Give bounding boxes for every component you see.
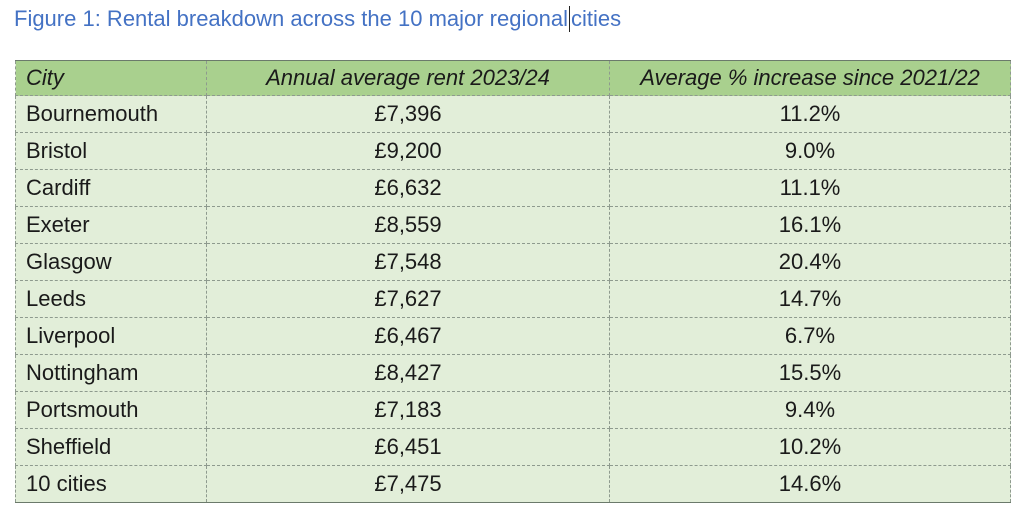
increase-cell: 9.4% (609, 391, 1011, 429)
rent-cell: £7,627 (206, 280, 610, 318)
caption-text: Figure 1: Rental breakdown across the 10… (14, 6, 568, 31)
city-cell: Glasgow (15, 243, 207, 281)
table-row: Exeter £8,559 16.1% (15, 206, 1011, 244)
rent-cell: £6,632 (206, 169, 610, 207)
city-cell: Bristol (15, 132, 207, 170)
table-row: Liverpool £6,467 6.7% (15, 317, 1011, 355)
city-cell: Sheffield (15, 428, 207, 466)
city-cell: Portsmouth (15, 391, 207, 429)
city-cell: Exeter (15, 206, 207, 244)
table-row: Leeds £7,627 14.7% (15, 280, 1011, 318)
rent-cell: £7,475 (206, 465, 610, 503)
city-cell: Liverpool (15, 317, 207, 355)
rent-cell: £8,559 (206, 206, 610, 244)
rent-cell: £6,467 (206, 317, 610, 355)
city-cell: Bournemouth (15, 95, 207, 133)
text-cursor (568, 6, 570, 32)
rent-cell: £7,548 (206, 243, 610, 281)
increase-cell: 6.7% (609, 317, 1011, 355)
city-cell: Cardiff (15, 169, 207, 207)
rent-cell: £8,427 (206, 354, 610, 392)
city-cell: 10 cities (15, 465, 207, 503)
caption-text-end: cities (570, 6, 622, 31)
rent-cell: £7,396 (206, 95, 610, 133)
increase-cell: 20.4% (609, 243, 1011, 281)
table-row: Nottingham £8,427 15.5% (15, 354, 1011, 392)
rental-table: City Annual average rent 2023/24 Average… (15, 60, 1011, 503)
header-increase: Average % increase since 2021/22 (609, 60, 1011, 96)
rent-cell: £6,451 (206, 428, 610, 466)
table-row: Cardiff £6,632 11.1% (15, 169, 1011, 207)
increase-cell: 11.1% (609, 169, 1011, 207)
increase-cell: 14.7% (609, 280, 1011, 318)
city-cell: Nottingham (15, 354, 207, 392)
increase-cell: 11.2% (609, 95, 1011, 133)
table-header-row: City Annual average rent 2023/24 Average… (15, 60, 1011, 96)
header-city: City (15, 60, 207, 96)
rent-cell: £7,183 (206, 391, 610, 429)
increase-cell: 16.1% (609, 206, 1011, 244)
table-row: Portsmouth £7,183 9.4% (15, 391, 1011, 429)
increase-cell: 9.0% (609, 132, 1011, 170)
table-row: Bristol £9,200 9.0% (15, 132, 1011, 170)
table-row-total: 10 cities £7,475 14.6% (15, 465, 1011, 503)
increase-cell: 15.5% (609, 354, 1011, 392)
table-row: Glasgow £7,548 20.4% (15, 243, 1011, 281)
figure-caption: Figure 1: Rental breakdown across the 10… (14, 6, 621, 32)
rent-cell: £9,200 (206, 132, 610, 170)
increase-cell: 14.6% (609, 465, 1011, 503)
increase-cell: 10.2% (609, 428, 1011, 466)
table-row: Bournemouth £7,396 11.2% (15, 95, 1011, 133)
header-annual-rent: Annual average rent 2023/24 (206, 60, 610, 96)
city-cell: Leeds (15, 280, 207, 318)
table-row: Sheffield £6,451 10.2% (15, 428, 1011, 466)
